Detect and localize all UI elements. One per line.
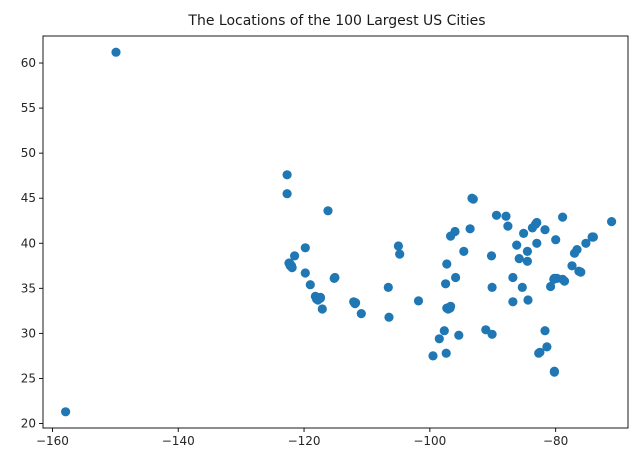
data-point bbox=[465, 224, 475, 234]
data-point bbox=[305, 280, 315, 290]
data-point bbox=[323, 206, 333, 216]
data-point bbox=[393, 241, 403, 251]
data-point bbox=[317, 304, 327, 314]
y-tick-label: 30 bbox=[21, 326, 36, 340]
data-point bbox=[576, 267, 586, 277]
data-point bbox=[546, 281, 556, 292]
data-point bbox=[413, 296, 424, 306]
data-point bbox=[501, 211, 511, 221]
data-point bbox=[523, 295, 533, 305]
data-point bbox=[442, 259, 452, 269]
y-tick-label: 55 bbox=[21, 101, 36, 115]
data-point bbox=[530, 219, 541, 229]
axes: −160 −140 −120 −100 −80 20 25 30 35 40 45 50 55 60 bbox=[21, 35, 629, 448]
y-tick-label: 60 bbox=[21, 56, 36, 70]
data-point bbox=[514, 254, 524, 264]
y-tick-label: 35 bbox=[21, 281, 36, 295]
data-point bbox=[487, 329, 497, 339]
data-point bbox=[558, 274, 568, 284]
data-point bbox=[282, 170, 292, 180]
data-point bbox=[512, 240, 522, 250]
y-tick-label: 20 bbox=[21, 416, 36, 430]
plot-frame bbox=[42, 35, 629, 429]
data-points bbox=[61, 47, 617, 417]
data-point bbox=[486, 251, 497, 261]
y-tick-label: 50 bbox=[21, 146, 36, 160]
data-point bbox=[558, 212, 568, 222]
chart-title: The Locations of the 100 Largest US Citi… bbox=[187, 13, 485, 29]
data-point bbox=[532, 238, 542, 248]
data-point bbox=[567, 261, 577, 271]
data-point bbox=[503, 221, 513, 231]
data-point bbox=[508, 297, 518, 307]
data-point bbox=[282, 189, 292, 199]
data-point bbox=[300, 243, 310, 253]
data-point bbox=[522, 256, 533, 266]
data-point bbox=[329, 273, 339, 283]
data-point bbox=[468, 194, 478, 204]
y-tick-label: 45 bbox=[21, 191, 36, 205]
data-point bbox=[459, 246, 469, 256]
data-point bbox=[356, 309, 366, 319]
data-point bbox=[454, 330, 464, 340]
data-point bbox=[581, 238, 591, 248]
data-point bbox=[517, 282, 527, 292]
x-tick-label: −140 bbox=[162, 434, 195, 448]
data-point bbox=[551, 235, 561, 245]
data-point bbox=[434, 334, 444, 344]
data-point bbox=[588, 232, 598, 242]
data-point bbox=[395, 249, 405, 259]
x-tick-label: −160 bbox=[36, 434, 69, 448]
data-point bbox=[540, 326, 550, 336]
data-point bbox=[383, 282, 393, 292]
y-tick-label: 40 bbox=[21, 236, 36, 250]
data-point bbox=[315, 293, 325, 303]
data-point bbox=[542, 342, 552, 352]
y-tick-label: 25 bbox=[21, 371, 36, 385]
data-point bbox=[446, 301, 456, 311]
data-point bbox=[441, 279, 451, 289]
x-tick-label: −80 bbox=[543, 434, 568, 448]
data-point bbox=[519, 228, 529, 238]
data-point bbox=[487, 282, 497, 292]
data-point bbox=[441, 348, 451, 358]
data-point bbox=[300, 268, 310, 278]
x-tick-label: −100 bbox=[413, 434, 446, 448]
data-point bbox=[285, 261, 295, 271]
data-point bbox=[491, 210, 502, 220]
data-point bbox=[61, 407, 71, 417]
data-point bbox=[111, 47, 121, 57]
data-point bbox=[428, 351, 438, 361]
data-point bbox=[290, 251, 300, 261]
data-point bbox=[451, 272, 461, 283]
data-point bbox=[446, 231, 456, 241]
data-point bbox=[549, 367, 560, 377]
data-point bbox=[350, 299, 360, 309]
data-point bbox=[384, 312, 394, 322]
data-point bbox=[549, 274, 559, 284]
data-point bbox=[540, 225, 550, 235]
data-point bbox=[439, 326, 449, 336]
data-point bbox=[508, 272, 518, 283]
data-point bbox=[534, 348, 544, 358]
data-point bbox=[522, 246, 533, 256]
data-point bbox=[569, 248, 580, 258]
data-point bbox=[607, 217, 617, 227]
x-tick-label: −120 bbox=[288, 434, 321, 448]
